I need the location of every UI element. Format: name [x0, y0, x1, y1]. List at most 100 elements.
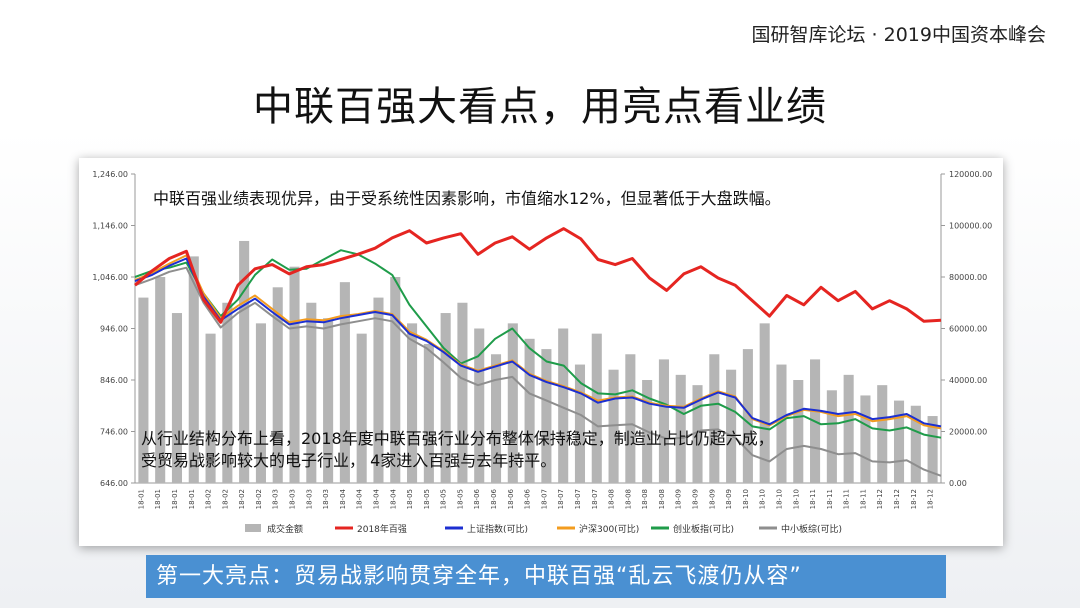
volume-bar — [843, 374, 854, 483]
x-tick-label: 18-12 — [927, 489, 935, 509]
x-tick-label: 18-02 — [255, 489, 263, 509]
volume-bar — [138, 297, 149, 483]
x-tick-label: 18-10 — [742, 489, 750, 509]
volume-bar — [826, 390, 837, 483]
legend-label: 2018年百强 — [357, 523, 407, 535]
x-tick-label: 18-10 — [759, 489, 767, 509]
x-tick-label: 18-02 — [221, 489, 229, 509]
chart-panel: 646.00 746.00 846.00 946.00 1,046.00 1,146.00… — [79, 158, 1003, 546]
volume-bar — [373, 297, 384, 483]
x-tick-label: 18-08 — [641, 489, 649, 509]
left-tick-label: 1,246.00 — [92, 170, 128, 179]
volume-bar — [658, 359, 669, 483]
volume-bar — [893, 400, 905, 483]
volume-bar — [675, 374, 686, 483]
volume-bar — [591, 333, 602, 483]
volume-bar — [860, 395, 871, 483]
volume-bar — [339, 282, 350, 483]
legend-label: 上证指数(可比) — [467, 523, 528, 535]
left-tick-label: 946.00 — [100, 325, 128, 334]
series-line — [134, 254, 942, 430]
x-tick-label: 18-08 — [624, 489, 632, 509]
x-tick-label: 18-11 — [809, 489, 817, 509]
volume-bar — [524, 338, 535, 483]
volume-bar — [625, 354, 636, 483]
volume-bar — [272, 287, 283, 483]
x-tick-label: 18-05 — [440, 489, 448, 509]
legend-label: 创业板指(可比) — [673, 523, 734, 535]
volume-bar — [323, 318, 334, 483]
x-tick-label: 18-11 — [843, 489, 851, 509]
volume-bar — [474, 328, 485, 483]
volume-bar — [742, 349, 753, 483]
volume-bar — [407, 323, 418, 483]
volume-bar — [155, 277, 166, 483]
volume-bar — [877, 385, 888, 483]
volume-bar — [709, 354, 720, 483]
x-tick-label: 18-08 — [658, 489, 666, 509]
volume-bar — [306, 302, 317, 483]
volume-bar — [910, 405, 921, 483]
right-tick-label: 20000.00 — [949, 428, 987, 437]
x-tick-label: 18-12 — [876, 489, 884, 509]
right-tick-label: 40000.00 — [949, 376, 987, 385]
x-tick-label: 18-04 — [356, 488, 364, 509]
x-tick-label: 18-01 — [171, 489, 179, 509]
volume-bar — [558, 328, 569, 483]
volume-bar — [171, 313, 183, 483]
x-tick-label: 18-09 — [675, 489, 683, 509]
legend-label: 沪深300(可比) — [579, 523, 639, 535]
right-tick-label: 0.00 — [949, 479, 967, 488]
volume-bar — [188, 256, 199, 483]
chart-note-bottom: 从行业结构分布上看，2018年度中联百强行业分布整体保持稳定，制造业占比仍超六成… — [141, 428, 774, 472]
volume-bar — [440, 313, 451, 483]
x-tick-label: 18-11 — [826, 489, 834, 509]
left-tick-label: 846.00 — [100, 376, 128, 385]
volume-bar — [289, 266, 300, 483]
x-tick-label: 18-04 — [372, 488, 380, 509]
x-tick-label: 18-03 — [289, 489, 297, 509]
legend-swatch — [245, 524, 261, 532]
volume-bar — [793, 380, 804, 483]
left-tick-label: 646.00 — [100, 479, 128, 488]
volume-bar — [726, 369, 737, 483]
x-tick-label: 18-06 — [507, 488, 515, 509]
x-tick-label: 18-06 — [524, 488, 532, 509]
x-tick-label: 18-02 — [238, 489, 246, 509]
volume-bar — [255, 323, 266, 483]
series-line — [134, 249, 942, 439]
volume-bar — [927, 416, 938, 483]
x-tick-label: 18-08 — [608, 489, 616, 509]
right-tick-label: 80000.00 — [949, 273, 987, 282]
x-tick-label: 18-12 — [910, 489, 918, 509]
x-tick-label: 18-03 — [305, 489, 313, 509]
right-tick-label: 120000.00 — [949, 170, 992, 179]
left-tick-label: 1,146.00 — [92, 222, 128, 231]
volume-bar — [507, 323, 518, 483]
x-tick-label: 18-11 — [859, 489, 867, 509]
volume-bar — [490, 354, 502, 483]
volume-bar — [205, 333, 216, 483]
x-tick-label: 18-01 — [188, 489, 196, 509]
series-line — [134, 257, 942, 428]
right-tick-label: 100000.00 — [949, 222, 992, 231]
x-tick-label: 18-09 — [725, 489, 733, 509]
x-tick-label: 18-07 — [591, 489, 599, 509]
x-tick-label: 18-07 — [574, 489, 582, 509]
x-tick-label: 18-04 — [389, 488, 397, 509]
chart-note-bottom-line2: 受贸易战影响较大的电子行业， 4家进入百强与去年持平。 — [141, 451, 557, 470]
slide-title: 中联百强大看点，用亮点看业绩 — [253, 84, 827, 130]
volume-bar — [759, 323, 770, 483]
highlight-banner: 第一大亮点：贸易战影响贯穿全年，中联百强“乱云飞渡仍从容” — [146, 555, 946, 598]
line-chart: 646.00 746.00 846.00 946.00 1,046.00 1,146.00… — [92, 170, 992, 535]
x-tick-label: 18-05 — [406, 489, 414, 509]
volume-bar — [390, 277, 401, 483]
volume-bar — [692, 385, 703, 483]
volume-bar — [239, 240, 250, 483]
x-tick-label: 18-05 — [456, 489, 464, 509]
series-line — [134, 266, 942, 477]
x-tick-label: 18-03 — [272, 489, 280, 509]
x-tick-label: 18-07 — [557, 489, 565, 509]
x-tick-label: 18-09 — [708, 489, 716, 509]
volume-bar — [457, 302, 468, 483]
